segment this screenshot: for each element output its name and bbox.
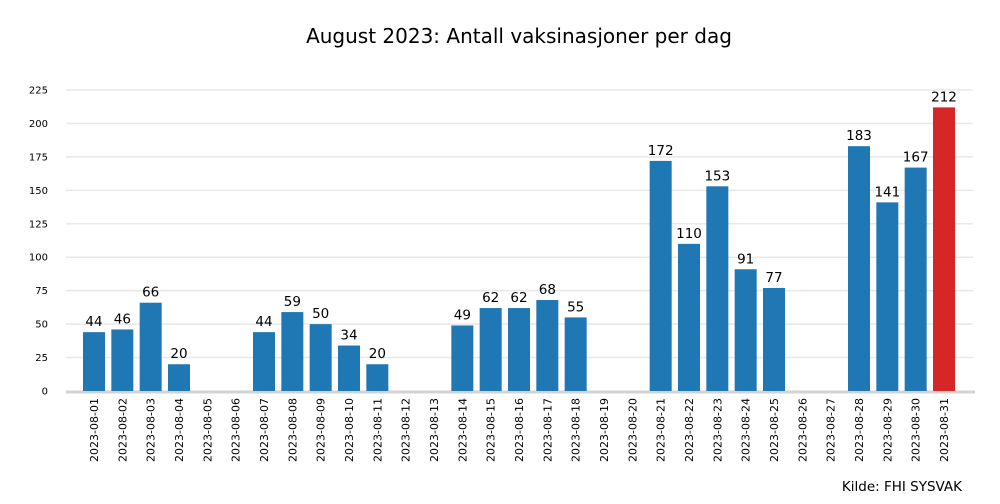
bar xyxy=(168,364,190,391)
bar xyxy=(139,302,162,391)
bar xyxy=(678,243,700,391)
x-tick-label: 2023-08-22 xyxy=(683,398,696,462)
x-tick-label: 2023-08-10 xyxy=(343,398,356,462)
y-tick-label: 150 xyxy=(29,186,48,197)
bar xyxy=(536,300,559,391)
bar xyxy=(111,329,134,391)
data-label: 153 xyxy=(704,168,730,184)
bar xyxy=(338,345,360,391)
bar xyxy=(479,308,502,391)
x-tick-label: 2023-08-09 xyxy=(315,398,328,462)
data-label: 46 xyxy=(114,311,131,327)
x-tick-label: 2023-08-03 xyxy=(145,398,158,462)
y-tick-label: 125 xyxy=(29,219,48,230)
data-label: 183 xyxy=(846,128,872,144)
data-label: 110 xyxy=(676,226,702,242)
bar xyxy=(706,186,729,391)
x-tick-label: 2023-08-11 xyxy=(371,398,384,462)
y-tick-label: 75 xyxy=(35,286,48,297)
x-tick-label: 2023-08-26 xyxy=(796,398,809,462)
data-label: 20 xyxy=(170,346,187,362)
y-tick-label: 225 xyxy=(29,86,48,97)
bar xyxy=(508,308,530,391)
x-tick-label: 2023-08-29 xyxy=(881,398,894,462)
bar xyxy=(451,325,474,391)
x-tick-label: 2023-08-07 xyxy=(258,398,271,462)
x-tick-label: 2023-08-21 xyxy=(655,398,668,462)
data-label: 49 xyxy=(454,307,471,323)
data-label: 212 xyxy=(931,89,957,105)
x-tick-label: 2023-08-31 xyxy=(938,398,951,462)
x-tick-label: 2023-08-13 xyxy=(428,398,441,462)
bar xyxy=(366,364,389,391)
bar xyxy=(904,167,927,391)
data-label: 66 xyxy=(142,285,159,301)
bar xyxy=(253,332,275,391)
bar xyxy=(649,160,672,391)
data-label: 50 xyxy=(312,306,329,322)
x-tick-label: 2023-08-01 xyxy=(88,398,101,462)
y-tick-label: 100 xyxy=(29,253,48,264)
source-note: Kilde: FHI SYSVAK xyxy=(842,479,963,495)
data-label: 141 xyxy=(874,184,900,200)
y-tick-label: 200 xyxy=(29,119,48,130)
x-tick-label: 2023-08-18 xyxy=(570,398,583,462)
data-label: 91 xyxy=(737,251,754,267)
x-tick-label: 2023-08-27 xyxy=(825,398,838,462)
y-tick-label: 175 xyxy=(29,152,48,163)
bar xyxy=(734,269,757,391)
data-label: 77 xyxy=(765,270,782,286)
x-tick-label: 2023-08-12 xyxy=(400,398,413,462)
bar xyxy=(876,202,899,391)
data-label: 44 xyxy=(85,314,102,330)
x-tick-label: 2023-08-30 xyxy=(910,398,923,462)
bar xyxy=(848,146,870,391)
bar xyxy=(564,317,587,391)
data-label: 68 xyxy=(539,282,556,298)
data-label: 167 xyxy=(903,150,929,166)
data-label: 172 xyxy=(648,143,674,159)
x-tick-label: 2023-08-16 xyxy=(513,398,526,462)
chart-title: August 2023: Antall vaksinasjoner per da… xyxy=(306,24,732,48)
bar xyxy=(933,107,955,391)
x-tick-label: 2023-08-19 xyxy=(598,398,611,462)
x-tick-label: 2023-08-24 xyxy=(740,398,753,462)
bar xyxy=(281,312,304,391)
x-tick-label: 2023-08-08 xyxy=(286,398,299,462)
x-tick-label: 2023-08-17 xyxy=(541,398,554,462)
data-label: 34 xyxy=(340,328,357,344)
bar xyxy=(309,324,332,391)
x-tick-label: 2023-08-15 xyxy=(485,398,498,462)
y-tick-label: 25 xyxy=(35,353,48,364)
data-label: 44 xyxy=(255,314,272,330)
x-tick-label: 2023-08-28 xyxy=(853,398,866,462)
bar xyxy=(763,287,785,391)
y-tick-label: 0 xyxy=(42,387,48,398)
data-label: 20 xyxy=(369,346,386,362)
x-tick-label: 2023-08-20 xyxy=(626,398,639,462)
x-tick-label: 2023-08-25 xyxy=(768,398,781,462)
x-tick-label: 2023-08-02 xyxy=(116,398,129,462)
x-tick-label: 2023-08-05 xyxy=(201,398,214,462)
bar xyxy=(83,332,105,391)
data-label: 62 xyxy=(482,290,499,306)
x-tick-label: 2023-08-04 xyxy=(173,398,186,462)
x-tick-label: 2023-08-06 xyxy=(230,398,243,462)
x-tick-label: 2023-08-23 xyxy=(711,398,724,462)
x-tick-label: 2023-08-14 xyxy=(456,398,469,462)
data-label: 59 xyxy=(284,294,301,310)
data-label: 62 xyxy=(510,290,527,306)
data-label: 55 xyxy=(567,299,584,315)
y-tick-label: 50 xyxy=(35,320,48,331)
